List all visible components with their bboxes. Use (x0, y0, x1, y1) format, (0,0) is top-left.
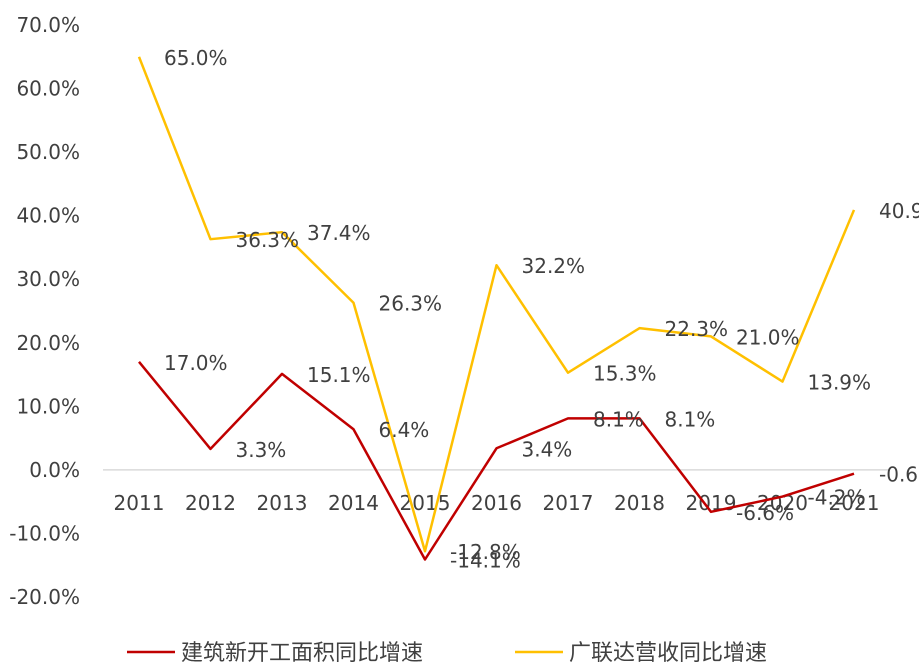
series-line-revenue (137, 56, 856, 553)
x-tick-label: 2017 (543, 491, 594, 515)
y-tick-label: 70.0% (16, 13, 80, 37)
y-tick-label: -10.0% (9, 521, 80, 545)
x-tick-label: 2016 (471, 491, 522, 515)
data-label: 8.1% (665, 407, 716, 431)
data-label: 3.4% (522, 437, 573, 461)
y-tick-label: 60.0% (16, 77, 80, 101)
data-label: 40.9% (879, 199, 919, 223)
legend: 建筑新开工面积同比增速 广联达营收同比增速 (127, 641, 767, 666)
data-label: 26.3% (379, 292, 443, 316)
y-tick-label: 50.0% (16, 140, 80, 164)
data-label: 15.1% (307, 363, 371, 387)
data-label: -4.2% (808, 486, 866, 510)
data-label: 22.3% (665, 317, 729, 341)
data-label: 65.0% (164, 46, 228, 70)
x-tick-label: 2015 (400, 491, 451, 515)
x-tick-label: 2012 (185, 491, 236, 515)
y-tick-label: 40.0% (16, 204, 80, 228)
x-axis-ticks: 2011 2012 2013 2014 2015 2016 2017 2018 2019 2020… (114, 491, 880, 515)
data-label: 8.1% (593, 407, 644, 431)
series-lines (137, 56, 856, 561)
data-labels: 17.0% 3.3% 15.1% 6.4% -14.1% 3.4% 8.1% 8.1% -6.6… (164, 46, 919, 573)
data-label: 36.3% (236, 228, 300, 252)
data-label: -0.6% (879, 463, 919, 487)
data-label: -6.6% (736, 501, 794, 525)
data-label: 32.2% (522, 254, 586, 278)
data-label: 17.0% (164, 351, 228, 375)
data-label: 3.3% (236, 438, 287, 462)
data-label: -12.8% (450, 540, 521, 564)
y-tick-label: -20.0% (9, 585, 80, 609)
data-label: 21.0% (736, 325, 800, 349)
x-tick-label: 2018 (614, 491, 665, 515)
x-tick-label: 2011 (114, 491, 165, 515)
legend-label: 广联达营收同比增速 (569, 641, 767, 666)
y-tick-label: 10.0% (16, 394, 80, 418)
x-tick-label: 2013 (257, 491, 308, 515)
y-tick-label: 0.0% (29, 458, 80, 482)
data-label: 6.4% (379, 418, 430, 442)
data-label: -14.1% (450, 549, 521, 573)
x-tick-label: 2021 (829, 491, 880, 515)
y-tick-label: 20.0% (16, 331, 80, 355)
x-tick-label: 2014 (328, 491, 379, 515)
y-axis-ticks: 70.0% 60.0% 50.0% 40.0% 30.0% 20.0% 10.0% 0.0% -… (9, 13, 80, 609)
data-label: 13.9% (808, 371, 872, 395)
data-label: 37.4% (307, 221, 371, 245)
x-tick-label: 2020 (757, 491, 808, 515)
legend-label: 建筑新开工面积同比增速 (181, 641, 423, 666)
series-line-construction (138, 361, 855, 561)
y-tick-label: 30.0% (16, 267, 80, 291)
data-label: 15.3% (593, 362, 657, 386)
